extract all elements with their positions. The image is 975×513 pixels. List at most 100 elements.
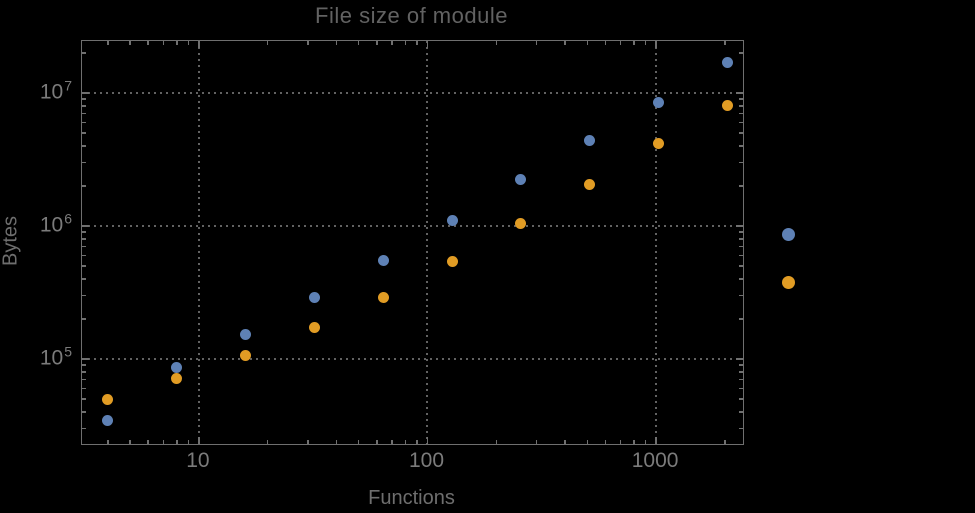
- y-axis-tick: [82, 112, 86, 115]
- x-tick-label: 1000: [631, 449, 679, 472]
- legend-marker-1: [782, 228, 795, 241]
- y-axis-tick-mirror: [736, 92, 743, 94]
- x-gridline: [655, 41, 658, 444]
- y-axis-tick-mirror: [739, 364, 743, 366]
- x-axis-tick: [633, 440, 635, 444]
- y-axis-tick: [82, 364, 86, 366]
- x-gridline: [426, 41, 429, 444]
- data-point-blue-series: [721, 56, 733, 68]
- x-axis-tick: [619, 440, 622, 444]
- x-axis-tick-mirror: [376, 41, 378, 45]
- x-axis-tick: [535, 440, 538, 444]
- y-axis-tick: [82, 398, 86, 400]
- y-axis-tick: [82, 98, 86, 100]
- x-axis-tick-mirror: [357, 41, 360, 45]
- data-point-orange-series: [377, 291, 389, 303]
- x-axis-tick-mirror: [198, 41, 200, 48]
- x-axis-tick-mirror: [633, 41, 635, 45]
- data-point-orange-series: [721, 99, 733, 111]
- y-axis-tick: [82, 238, 86, 240]
- y-tick-label: 106: [39, 210, 72, 237]
- x-axis-tick-mirror: [495, 41, 498, 45]
- y-axis-tick-mirror: [739, 427, 743, 430]
- x-axis-tick: [107, 440, 109, 444]
- y-axis-tick: [82, 245, 86, 248]
- data-point-orange-series: [584, 178, 596, 190]
- y-tick-exponent: 5: [64, 343, 72, 360]
- y-axis-tick: [82, 411, 86, 413]
- y-axis-tick: [82, 225, 89, 227]
- x-axis-tick-mirror: [655, 41, 657, 48]
- x-axis-label: Functions: [368, 487, 455, 509]
- y-axis-tick: [82, 185, 86, 187]
- y-axis-tick: [82, 427, 86, 430]
- x-axis-tick-mirror: [335, 41, 338, 45]
- x-axis-tick-mirror: [391, 41, 393, 45]
- y-axis-tick-mirror: [739, 371, 743, 373]
- y-tick-label: 105: [39, 343, 72, 370]
- data-point-orange-series: [652, 138, 664, 150]
- x-axis-tick: [357, 440, 360, 444]
- x-axis-tick: [426, 437, 429, 444]
- data-point-blue-series: [240, 328, 252, 340]
- y-axis-tick: [82, 254, 86, 257]
- x-axis-tick: [147, 440, 149, 444]
- x-axis-tick-mirror: [307, 41, 309, 45]
- y-axis-tick: [82, 231, 86, 233]
- x-axis-tick-mirror: [147, 41, 149, 45]
- x-tick-label: 10: [186, 449, 210, 472]
- y-axis-tick-mirror: [739, 265, 743, 267]
- y-tick-exponent: 6: [64, 210, 72, 227]
- y-axis-tick-mirror: [739, 231, 743, 233]
- x-axis-tick: [391, 440, 393, 444]
- y-axis-tick: [82, 387, 86, 390]
- y-axis-tick: [82, 52, 86, 54]
- x-axis-tick: [176, 440, 178, 444]
- y-axis-tick: [82, 378, 86, 381]
- y-axis-tick-mirror: [739, 98, 743, 100]
- x-axis-tick-mirror: [644, 41, 647, 45]
- y-axis-tick: [82, 371, 86, 373]
- y-axis-tick-mirror: [739, 318, 743, 320]
- data-point-orange-series: [446, 255, 458, 267]
- y-axis-tick-mirror: [739, 245, 743, 248]
- y-axis-tick: [82, 145, 86, 147]
- y-axis-tick: [82, 278, 86, 280]
- data-point-blue-series: [652, 96, 664, 108]
- y-axis-tick: [82, 318, 86, 320]
- data-point-blue-series: [446, 214, 458, 226]
- x-axis-tick: [335, 440, 338, 444]
- x-axis-tick: [586, 440, 589, 444]
- chart-title: File size of module: [315, 3, 508, 28]
- x-axis-tick: [307, 440, 309, 444]
- x-axis-tick: [404, 440, 407, 444]
- x-axis-tick-mirror: [535, 41, 538, 45]
- y-axis-tick-mirror: [739, 387, 743, 390]
- y-gridline: [82, 225, 743, 228]
- x-axis-tick-mirror: [564, 41, 566, 45]
- x-axis-tick-mirror: [107, 41, 109, 45]
- y-axis-tick: [82, 358, 89, 360]
- x-axis-tick-mirror: [404, 41, 407, 45]
- y-axis-tick-mirror: [739, 185, 743, 187]
- legend-marker-2: [782, 276, 795, 289]
- plot-area: [81, 40, 744, 445]
- y-axis-tick-mirror: [739, 278, 743, 280]
- y-axis-label: Bytes: [0, 215, 22, 267]
- x-axis-tick: [564, 440, 566, 444]
- data-point-blue-series: [377, 254, 389, 266]
- y-axis-tick-mirror: [736, 358, 743, 360]
- x-axis-tick: [187, 440, 190, 444]
- x-axis-tick: [655, 437, 657, 444]
- data-point-blue-series: [584, 135, 596, 147]
- y-axis-tick: [82, 161, 86, 164]
- data-point-blue-series: [515, 174, 527, 186]
- x-axis-tick: [198, 437, 200, 444]
- y-tick-exponent: 7: [64, 77, 72, 94]
- x-axis-tick-mirror: [176, 41, 178, 45]
- x-axis-tick-mirror: [129, 41, 131, 45]
- x-axis-tick: [644, 440, 647, 444]
- y-axis-tick-mirror: [739, 112, 743, 115]
- y-axis-tick: [82, 132, 86, 134]
